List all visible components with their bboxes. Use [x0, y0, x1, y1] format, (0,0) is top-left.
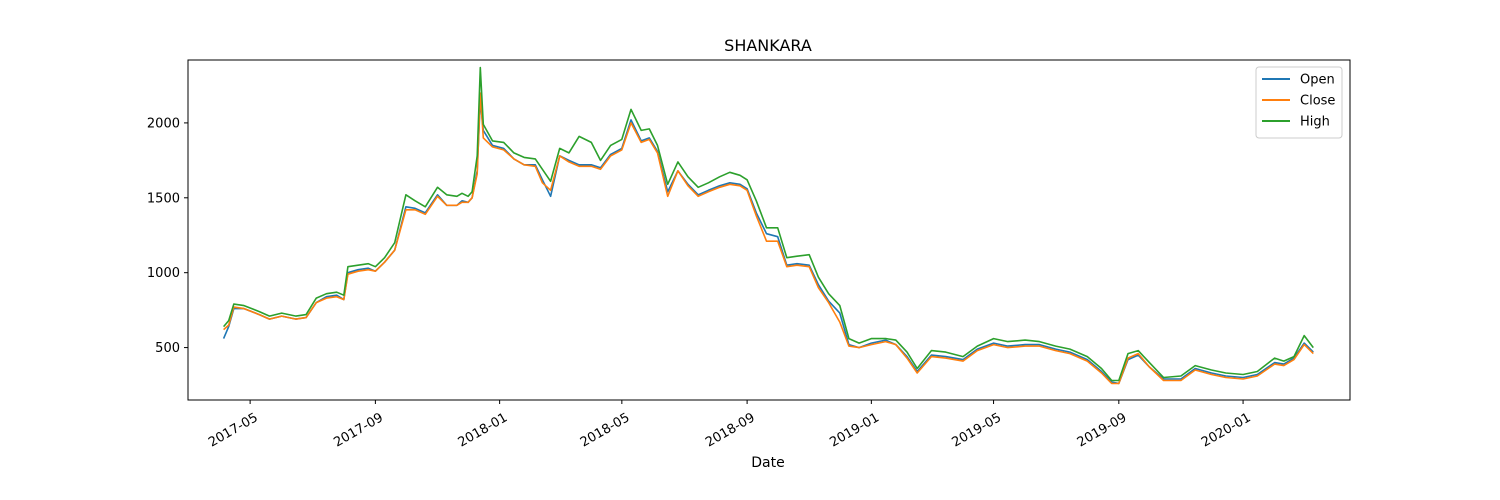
- y-tick-label: 1000: [147, 266, 180, 281]
- axes: 500 1000 1500 2000 2017-05 2017-09 2018-01 2018…: [147, 59, 1351, 451]
- y-tick-label: 500: [155, 341, 180, 356]
- legend-label-high: High: [1300, 115, 1330, 130]
- x-tick-label: 2018-09: [703, 410, 758, 450]
- x-tick-label: 2017-05: [206, 410, 261, 450]
- x-tick-label: 2019-05: [950, 410, 1005, 450]
- x-tick-label: 2019-09: [1075, 410, 1130, 450]
- legend: Open Close High: [1255, 66, 1343, 139]
- x-axis-label: Date: [751, 455, 784, 471]
- chart-title: SHANKARA: [724, 36, 812, 55]
- legend-label-open: Open: [1300, 73, 1335, 88]
- x-tick-label: 2018-05: [578, 410, 633, 450]
- x-tick-label: 2017-09: [331, 410, 386, 450]
- legend-label-close: Close: [1300, 94, 1335, 109]
- x-tick-label: 2019-01: [827, 410, 882, 450]
- plot-area: [222, 66, 1314, 385]
- x-tick-label: 2018-01: [456, 410, 511, 450]
- y-tick-label: 2000: [147, 116, 180, 131]
- x-tick-label: 2020-01: [1199, 410, 1254, 450]
- series-line-high: [222, 66, 1314, 382]
- y-tick-label: 1500: [147, 191, 180, 206]
- series-line-close: [223, 92, 1314, 385]
- plot-frame: [187, 59, 1351, 401]
